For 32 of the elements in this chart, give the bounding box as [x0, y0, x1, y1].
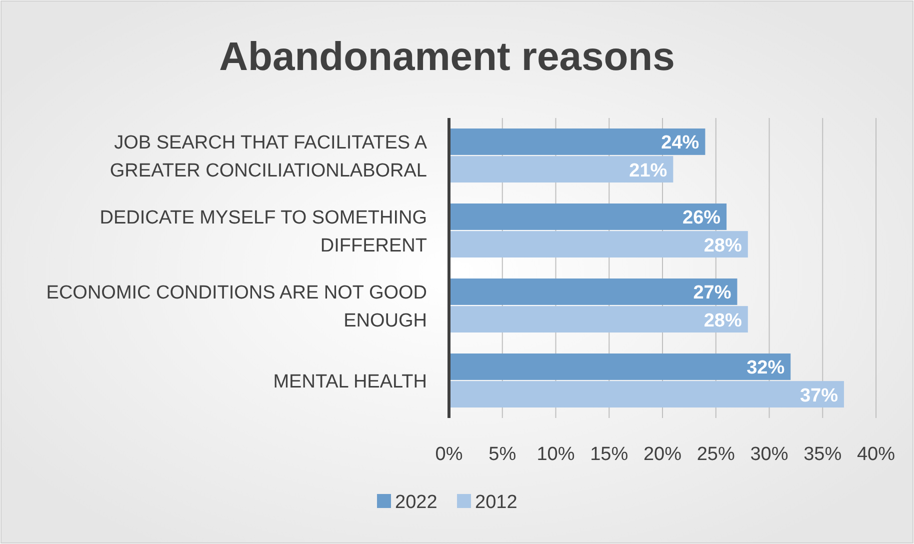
- x-tick-label: 20%: [643, 444, 682, 465]
- bar: [449, 381, 844, 408]
- data-label: 32%: [746, 358, 785, 379]
- y-tick-label: ECONOMIC CONDITIONS ARE NOT GOOD ENOUGH: [46, 282, 427, 332]
- data-label: 24%: [661, 132, 700, 154]
- data-label: 21%: [629, 160, 668, 182]
- x-tick-label: 15%: [590, 444, 628, 465]
- data-label: 28%: [704, 235, 742, 256]
- bar: [449, 128, 706, 155]
- x-tick-label: 25%: [696, 444, 735, 465]
- bar: [449, 231, 748, 258]
- bar: [449, 354, 791, 380]
- bar: [449, 278, 738, 305]
- x-tick-label: 35%: [804, 444, 842, 465]
- x-tick-label: 40%: [856, 444, 896, 465]
- bar: [449, 156, 674, 182]
- legend-label: 2012: [475, 492, 518, 513]
- bar: [449, 204, 727, 230]
- chart-title: Abandonament reasons: [219, 35, 675, 79]
- x-tick-label: 10%: [536, 444, 575, 465]
- data-label: 27%: [693, 282, 732, 304]
- data-label: 26%: [682, 208, 721, 229]
- data-label: 37%: [800, 385, 838, 406]
- data-label: 28%: [704, 310, 742, 332]
- legend-label: 2022: [395, 492, 438, 513]
- y-tick-label: JOB SEARCH THAT FACILITATES A GREATER CONCILIATIONLABORAL: [110, 132, 428, 182]
- y-tick-label: DEDICATE MYSELF TO SOMETHING DIFFERENT: [100, 208, 428, 256]
- x-tick-label: 5%: [488, 444, 516, 465]
- x-tick-label: 30%: [750, 444, 788, 465]
- x-tick-label: 0%: [435, 444, 463, 465]
- y-tick-label: MENTAL HEALTH: [273, 372, 427, 392]
- bar: [449, 306, 748, 332]
